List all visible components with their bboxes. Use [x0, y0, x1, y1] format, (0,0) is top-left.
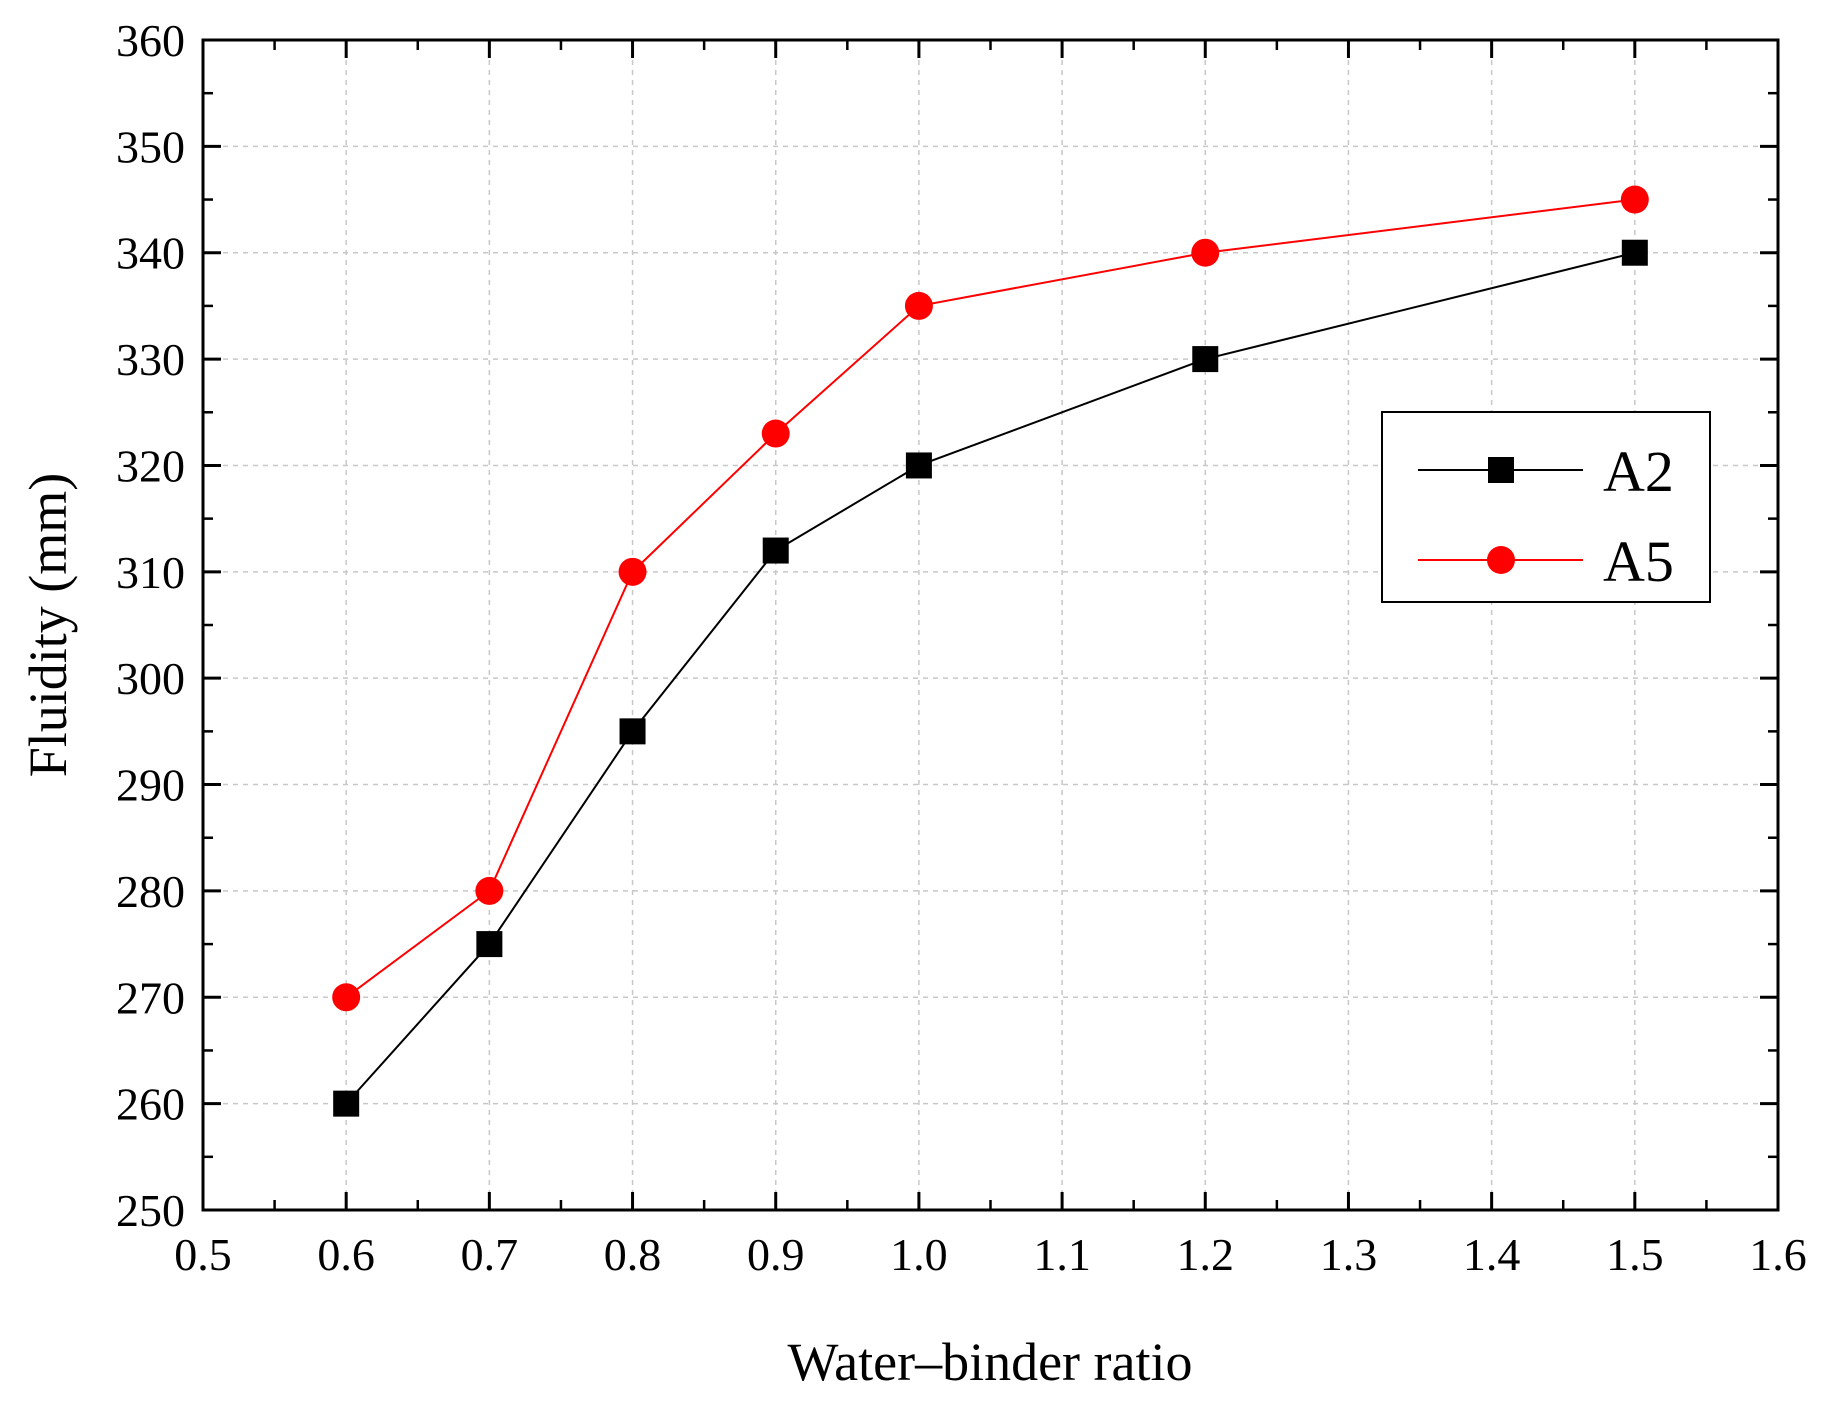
y-axis-title: Fluidity (mm)	[18, 473, 78, 778]
legend-frame	[1381, 411, 1711, 603]
data-point-A2	[1192, 346, 1219, 373]
data-point-A5	[618, 557, 647, 586]
x-tick-label: 1.6	[1749, 1229, 1807, 1280]
plot-frame	[201, 38, 1780, 1212]
data-point-A2	[905, 452, 932, 479]
legend-marker-A5	[1487, 546, 1515, 574]
legend-marker-A2	[1488, 457, 1514, 483]
data-point-A5	[475, 876, 504, 905]
y-tick-label: 250	[116, 1185, 185, 1236]
data-point-A5	[904, 291, 933, 320]
y-tick-label: 310	[116, 547, 185, 598]
y-tick-label: 330	[116, 334, 185, 385]
x-tick-label: 0.7	[461, 1229, 519, 1280]
data-point-A5	[1191, 238, 1220, 267]
x-tick-label: 1.2	[1177, 1229, 1235, 1280]
data-point-A5	[761, 419, 790, 448]
data-point-A5	[1620, 185, 1649, 214]
legend-entry-A5: A5	[1418, 529, 1674, 594]
series-A5	[332, 185, 1649, 1012]
axis-ticks	[201, 38, 1780, 1212]
x-tick-label: 0.5	[174, 1229, 232, 1280]
data-point-A2	[762, 537, 789, 564]
legend-entry-A2: A2	[1418, 439, 1674, 504]
legend-label-A5: A5	[1603, 529, 1674, 594]
y-tick-label: 290	[116, 760, 185, 811]
x-tick-label: 1.0	[890, 1229, 948, 1280]
grid-lines	[203, 40, 1778, 1210]
y-tick-label: 350	[116, 121, 185, 172]
series-line-A2	[345, 251, 1636, 1105]
series-A2	[333, 239, 1648, 1117]
y-tick-label: 300	[116, 653, 185, 704]
data-point-A2	[1621, 239, 1648, 266]
y-tick-label: 340	[116, 228, 185, 279]
data-point-A2	[476, 931, 503, 958]
x-tick-label: 1.5	[1606, 1229, 1664, 1280]
x-axis-title: Water–binder ratio	[788, 1332, 1193, 1392]
x-tick-label: 1.4	[1463, 1229, 1521, 1280]
y-tick-label: 360	[116, 15, 185, 66]
x-tick-label: 0.9	[747, 1229, 805, 1280]
x-tick-label: 1.1	[1033, 1229, 1091, 1280]
data-point-A5	[332, 983, 361, 1012]
y-tick-label: 320	[116, 440, 185, 491]
data-point-A2	[333, 1090, 360, 1117]
y-tick-label: 280	[116, 866, 185, 917]
series-layer	[332, 185, 1649, 1117]
y-tick-label: 260	[116, 1079, 185, 1130]
x-tick-label: 0.6	[317, 1229, 375, 1280]
legend-label-A2: A2	[1603, 439, 1674, 504]
x-tick-label: 1.3	[1320, 1229, 1378, 1280]
tick-labels: 0.5 0.6 0.7 0.8 0.9 1.0 1.1 1.2 1.3 1.4 1.5 1.6 250 2…	[116, 15, 1807, 1280]
y-tick-label: 270	[116, 972, 185, 1023]
x-tick-label: 0.8	[604, 1229, 662, 1280]
data-point-A2	[619, 718, 646, 745]
